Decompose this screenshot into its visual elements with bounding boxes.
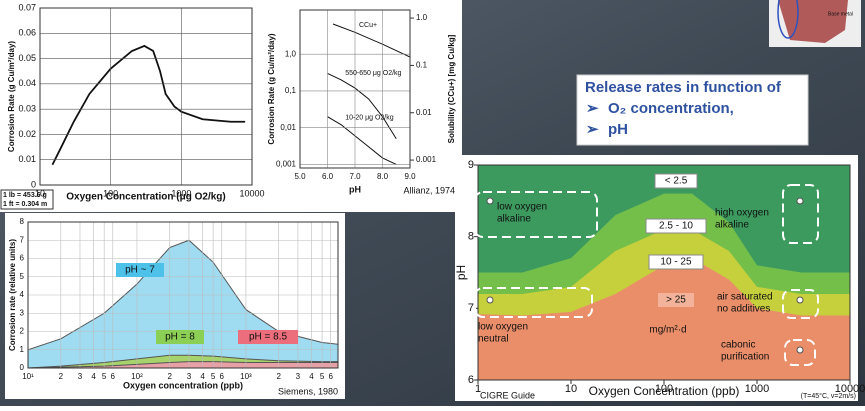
annotation-dot [487,297,493,303]
y-axis-label: Corrosion Rate (g Cu/m²/day) [267,33,276,144]
y-tick-label: 3 [20,308,25,317]
plot [478,165,850,380]
series-label: 10 - 25 [660,257,692,268]
x-tick-label: 10000 [239,188,264,198]
annotation: high oxygen [715,208,769,219]
source: Allianz, 1974 [403,185,455,195]
annotation: purification [721,352,769,363]
note: 1 lb = 453.6 g [3,192,47,199]
annotation-dot [797,198,803,204]
x-tick-label: 10¹ [22,372,34,381]
x-axis-label: Oxygen concentration (ppb) [123,380,243,390]
annotation-dot [797,297,803,303]
series-label: > 25 [666,295,686,306]
y-axis-label: Corrosion Rate (g Cu/m²/day) [7,41,16,152]
y2-axis-label: Solubility (CCu+) [mg Cu/kg] [447,34,456,143]
y-tick-label: 0.05 [18,53,36,63]
y-tick-label: 0.02 [18,129,36,139]
unit-label: mg/m²·d [649,325,686,336]
source: Siemens, 1980 [278,386,338,396]
x-tick-label: 3 [296,372,301,381]
x-tick-label: 5 [320,372,325,381]
annotation: cabonic [721,340,755,351]
y-tick-label: 1,0 [285,49,297,58]
y-tick-label: 6 [468,374,474,386]
y-tick-label: 8 [468,231,474,243]
y-tick-label: 7 [20,235,25,244]
y-tick-label: 8 [20,217,25,226]
text-box-title: Release rates in function of [585,79,782,96]
annotation: low oxygen [478,322,528,333]
y-tick-label: 0 [31,179,36,189]
x-tick-label: 10 [565,383,577,395]
y-tick-label: 1 [20,345,25,354]
annotation-dot [487,198,493,204]
series-label: < 2.5 [665,176,688,187]
y-axis-label: Corrosion rate (relative units) [8,239,17,351]
series-label: 2.5 - 10 [659,221,693,232]
figure-label: Base metal [828,11,853,17]
y-tick-label: 4 [20,290,25,299]
y2-tick-label: 0.01 [416,108,432,117]
x-tick-label: 4 [309,372,314,381]
annotation: low oxygen [497,202,547,213]
x-tick-label: 6 [328,372,333,381]
series-label: pH = 8.5 [249,332,288,343]
x-axis-label: pH [349,184,361,194]
x-axis-label: Oxygen Concentration (μg O2/kg) [66,192,225,203]
annotation-dot [797,347,803,353]
y-tick-label: 0.01 [18,154,36,164]
note: 1 ft = 0.304 m [3,201,47,208]
y-tick-label: 0,001 [276,160,297,169]
source: CIGRE Guide [480,390,535,400]
annotation: no additives [717,304,770,315]
series-label: pH ~ 7 [125,265,155,276]
x-tick-label: 6 [111,372,116,381]
x-tick-label: 2 [59,372,64,381]
bullet-marker: ➢ [586,100,599,117]
y-tick-label: 6 [20,254,25,263]
y-tick-label: 0,1 [285,86,297,95]
y2-tick-label: 0.1 [416,61,428,70]
annotation: air saturated [717,292,773,303]
x-tick-label: 8.0 [377,172,389,181]
y-tick-label: 0.03 [18,104,36,114]
x-tick-label: 9.0 [404,172,416,181]
series-label: 10-20 μg O2/kg [345,115,394,122]
y-tick-label: 0,01 [280,123,296,132]
annotation: neutral [478,334,509,345]
x-tick-label: 1000 [745,383,769,395]
y-tick-label: 9 [468,159,474,171]
x-tick-label: 5.0 [294,172,306,181]
x-tick-label: 4 [91,372,96,381]
y-tick-label: 0 [20,363,25,372]
y-tick-label: 0.06 [18,28,36,38]
bullet: O₂ concentration, [608,100,734,117]
y-axis-label: pH [454,265,468,280]
y2-tick-label: 0.001 [416,155,437,164]
bullet-marker: ➢ [586,121,599,138]
y-tick-label: 0.07 [18,2,36,12]
conditions: (T=45°C, v=2m/s) [801,392,856,400]
x-tick-label: 3 [78,372,83,381]
x-axis-label: Oxygen Concentration (ppb) [589,384,740,398]
y2-tick-label: 1.0 [416,13,428,22]
x-tick-label: 6.0 [322,172,334,181]
y-tick-label: 7 [468,302,474,314]
bullet: pH [608,121,628,138]
y-tick-label: 0.04 [18,78,36,88]
panel [0,0,462,212]
y-tick-label: 2 [20,327,25,336]
series-label: pH = 8 [165,332,195,343]
series-label: 550-650 μg O2/kg [345,70,401,77]
annotation: alkaline [497,214,531,225]
y-tick-label: 5 [20,272,25,281]
x-tick-label: 5 [102,372,107,381]
x-tick-label: 7.0 [349,172,361,181]
x-tick-label: 2 [276,372,281,381]
slide: Base metal Release rates in function of … [0,0,865,406]
annotation: alkaline [715,220,749,231]
series-label: CCu+ [359,22,377,29]
